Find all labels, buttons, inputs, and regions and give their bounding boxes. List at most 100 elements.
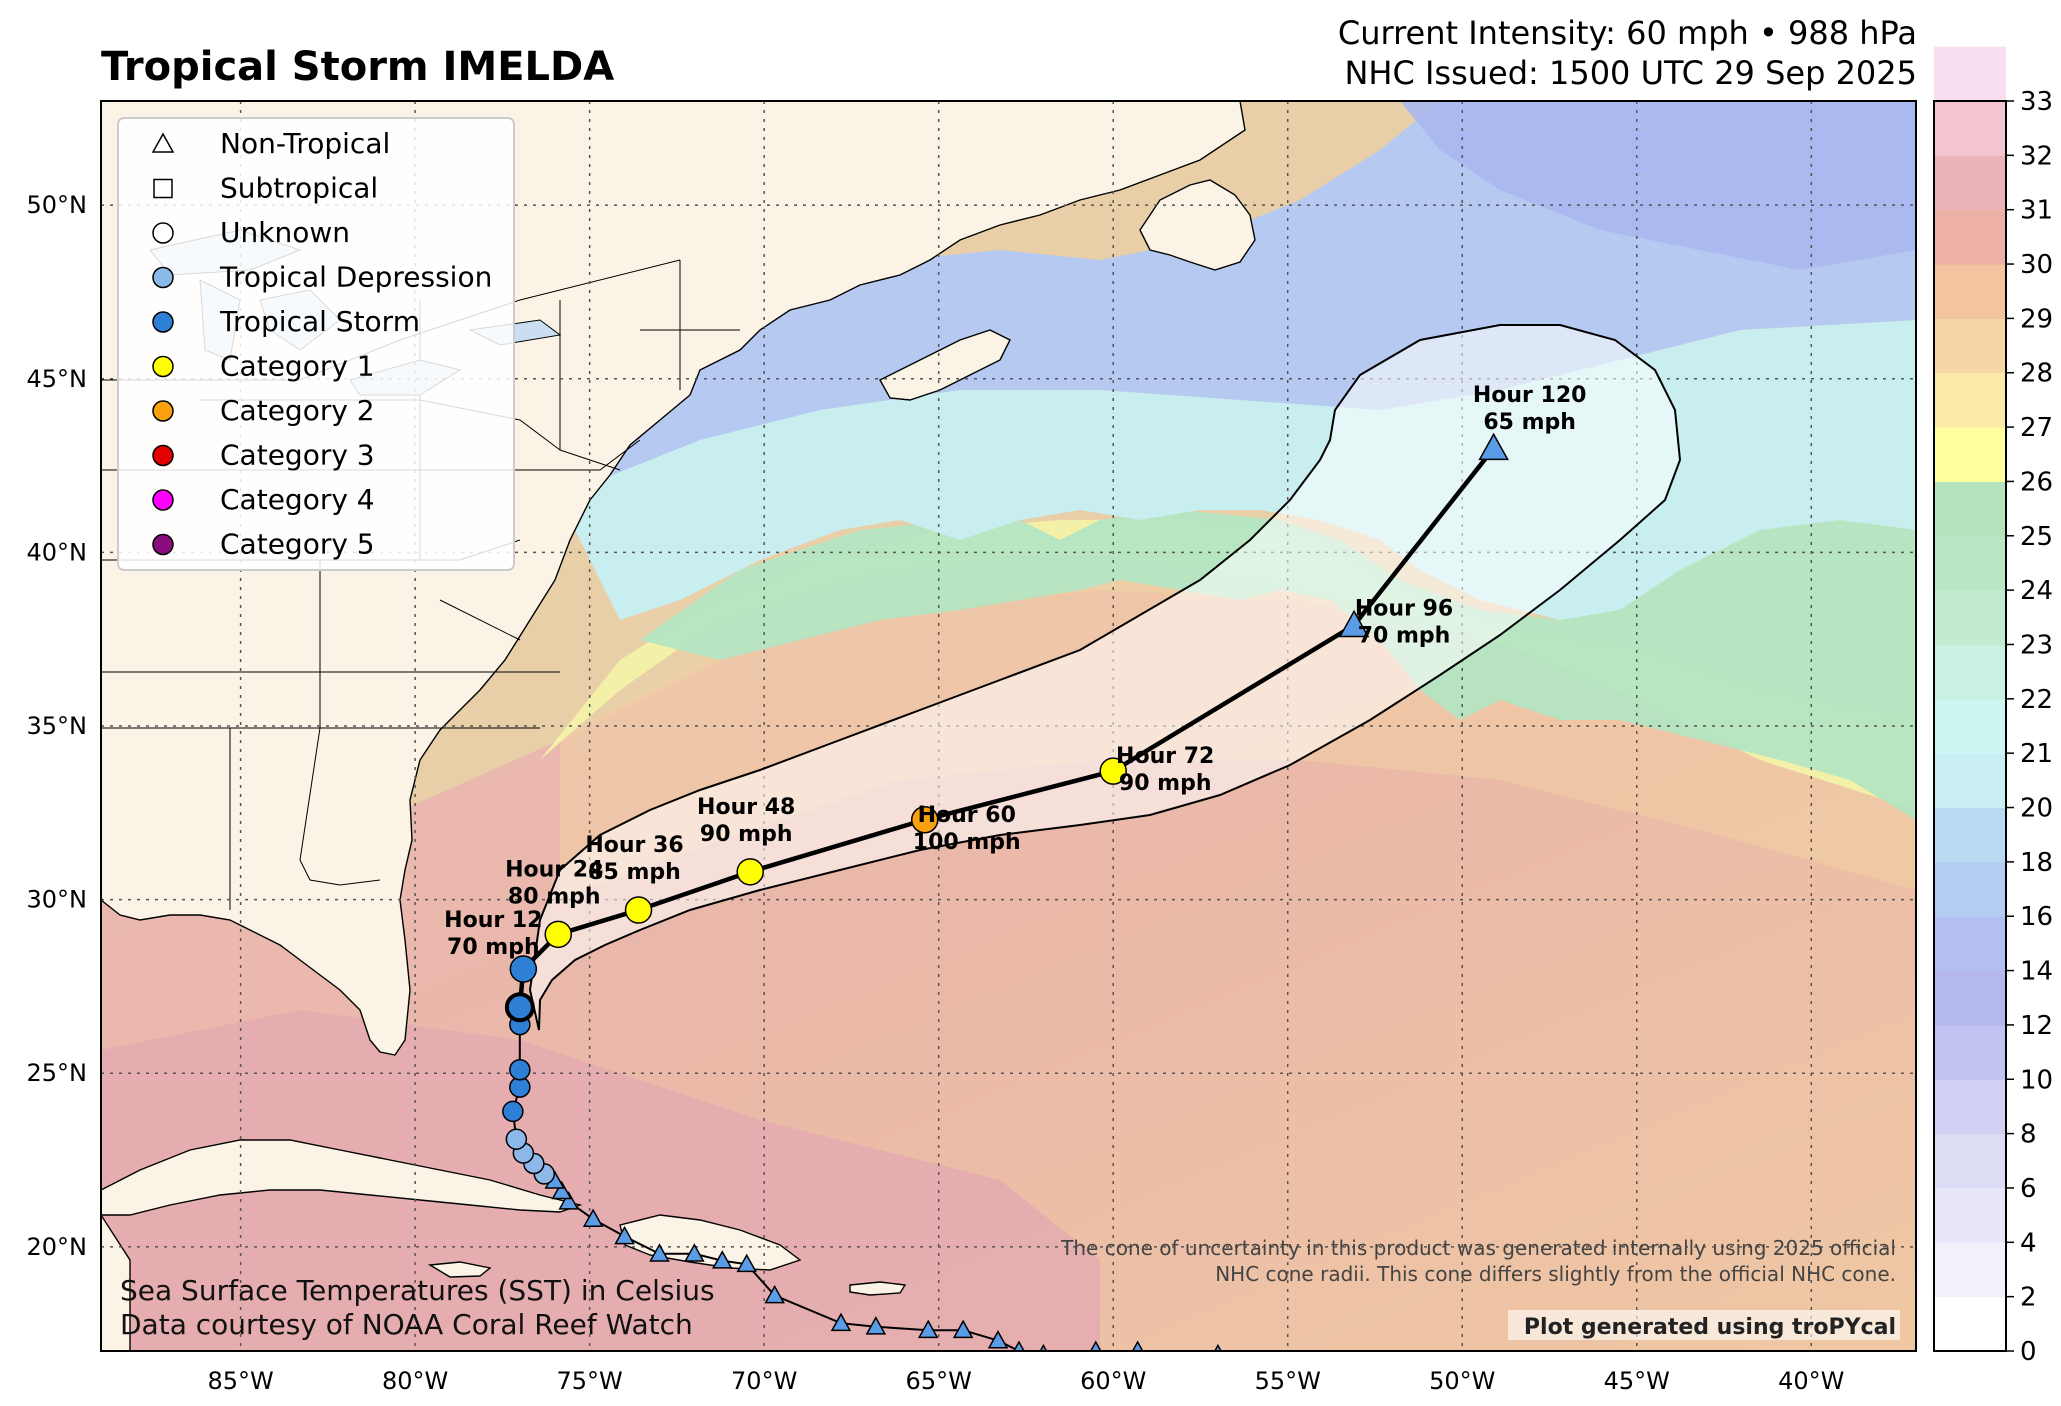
colorbar-tick-label-11: 21: [2020, 739, 2053, 769]
lon-tick-label-3: 70°W: [731, 1367, 797, 1395]
colorbar-tick-label-0: 0: [2020, 1337, 2037, 1367]
colorbar-tick-label-23: 33: [2020, 87, 2053, 117]
colorbar-block-17: [1934, 372, 2006, 428]
past-point-18: [551, 1180, 573, 1200]
colorbar-block-12: [1934, 644, 2006, 700]
past-point-7: [917, 1319, 939, 1339]
past-point-8: [865, 1316, 887, 1335]
colorbar-tick-label-4: 8: [2020, 1120, 2037, 1150]
colorbar-block-7: [1934, 916, 2006, 972]
forecast-wind-label-7: 65 mph: [1483, 410, 1576, 435]
colorbar-block-18: [1934, 318, 2006, 374]
forecast-wind-label-6: 70 mph: [1358, 623, 1451, 648]
legend-label: Category 4: [220, 483, 375, 516]
lat-tick-label-0: 20°N: [27, 1233, 88, 1261]
legend-circle-icon: [152, 222, 174, 244]
past-point-14: [649, 1243, 670, 1262]
forecast-point-4: [910, 806, 939, 834]
colorbar-tick-label-2: 4: [2020, 1228, 2037, 1258]
colorbar-block-11: [1934, 698, 2006, 754]
current-intensity-text: Current Intensity: 60 mph • 988 hPa: [1337, 14, 1917, 52]
colorbar-tick-label-20: 30: [2020, 250, 2053, 280]
land-yucatan: [101, 1213, 131, 1351]
lat-tick-label-6: 50°N: [27, 191, 88, 219]
lon-tick-label-2: 75°W: [557, 1367, 623, 1395]
colorbar-tick-label-21: 31: [2020, 196, 2053, 226]
past-point-23: [505, 1128, 528, 1150]
lon-tick-label-8: 45°W: [1604, 1367, 1670, 1395]
past-point-12: [712, 1250, 733, 1269]
colorbar-tick-label-9: 18: [2020, 848, 2053, 878]
legend-circle-icon: [152, 355, 174, 378]
legend-item-1: Subtropical: [153, 172, 378, 205]
lat-tick-label-3: 35°N: [27, 712, 88, 740]
forecast-hour-label-6: Hour 96: [1355, 596, 1453, 621]
sst-caption-line2: Data courtesy of NOAA Coral Reef Watch: [120, 1308, 693, 1341]
past-point-26: [509, 1059, 531, 1081]
forecast-wind-label-2: 85 mph: [588, 860, 681, 885]
colorbar-tick-label-6: 12: [2020, 1011, 2053, 1041]
colorbar-tick-label-10: 20: [2020, 794, 2053, 824]
colorbar-block-2: [1934, 1187, 2006, 1243]
legend-triangle-icon: [151, 132, 175, 153]
forecast-wind-label-5: 90 mph: [1119, 771, 1212, 796]
colorbar-tick-label-3: 6: [2020, 1174, 2037, 1204]
colorbar-block-23: [1934, 46, 2006, 102]
legend-item-0: Non-Tropical: [151, 127, 390, 160]
lon-tick-label-0: 85°W: [207, 1367, 273, 1395]
forecast-point-1: [544, 920, 572, 949]
colorbar-block-6: [1934, 970, 2006, 1026]
sst-deep-blue-band: [1400, 101, 1916, 270]
page-title: Tropical Storm IMELDA: [101, 44, 615, 90]
lon-tick-label-5: 60°W: [1080, 1367, 1146, 1395]
colorbar-block-14: [1934, 535, 2006, 591]
map-frame: [100, 100, 1917, 1352]
colorbar-frame: [1933, 100, 2007, 1352]
colorbar-block-1: [1934, 1242, 2006, 1298]
past-point-15: [614, 1225, 635, 1245]
legend-circle-icon: [152, 489, 174, 511]
legend: Non-Tropical Subtropical Unknown Tropical D…: [117, 117, 515, 571]
land-nova-scotia: [879, 329, 1011, 401]
legend-square-icon: [153, 178, 173, 199]
legend-circle-icon: [152, 533, 174, 556]
latitude-labels: 20°N 25°N 30°N 35°N 40°N 45°N 50°N: [27, 191, 88, 1261]
lon-tick-label-4: 65°W: [906, 1367, 972, 1395]
past-point-24: [502, 1100, 524, 1123]
lon-tick-label-7: 50°W: [1429, 1367, 1495, 1395]
colorbar-block-5: [1934, 1024, 2006, 1080]
lon-tick-label-6: 55°W: [1255, 1367, 1321, 1395]
legend-item-8: Category 4: [152, 483, 375, 516]
forecast-point-5: [1099, 757, 1127, 785]
colorbar-block-10: [1934, 753, 2006, 809]
legend-item-2: Unknown: [152, 216, 350, 249]
legend-box: [117, 117, 515, 571]
legend-label: Tropical Depression: [219, 261, 492, 294]
past-point-11: [736, 1253, 757, 1273]
forecast-point-6: [1338, 609, 1370, 638]
colorbar-tick-label-17: 27: [2020, 413, 2053, 443]
legend-label: Tropical Storm: [219, 305, 420, 338]
lat-tick-label-4: 40°N: [27, 538, 88, 566]
colorbar-block-20: [1934, 209, 2006, 265]
colorbar-block-8: [1934, 861, 2006, 917]
forecast-wind-label-1: 80 mph: [508, 884, 601, 909]
lat-tick-label-5: 45°N: [27, 365, 88, 393]
forecast-hour-label-7: Hour 120: [1473, 383, 1587, 408]
colorbar-block-19: [1934, 264, 2006, 319]
legend-item-5: Category 1: [152, 350, 375, 383]
land-newfoundland: [1139, 179, 1256, 271]
colorbar-block-15: [1934, 481, 2006, 537]
past-point-9: [830, 1312, 852, 1332]
colorbar-block-3: [1934, 1133, 2006, 1189]
past-point-10: [764, 1284, 785, 1304]
forecast-hour-label-0: Hour 12: [444, 908, 542, 933]
legend-item-6: Category 2: [152, 394, 375, 427]
forecast-point-0: [509, 955, 538, 983]
legend-item-9: Category 5: [152, 528, 375, 561]
colorbar-block-4: [1934, 1079, 2006, 1135]
colorbar-block-9: [1934, 807, 2006, 863]
colorbar-tick-label-18: 28: [2020, 359, 2053, 389]
forecast-hour-label-1: Hour 24: [505, 857, 603, 882]
